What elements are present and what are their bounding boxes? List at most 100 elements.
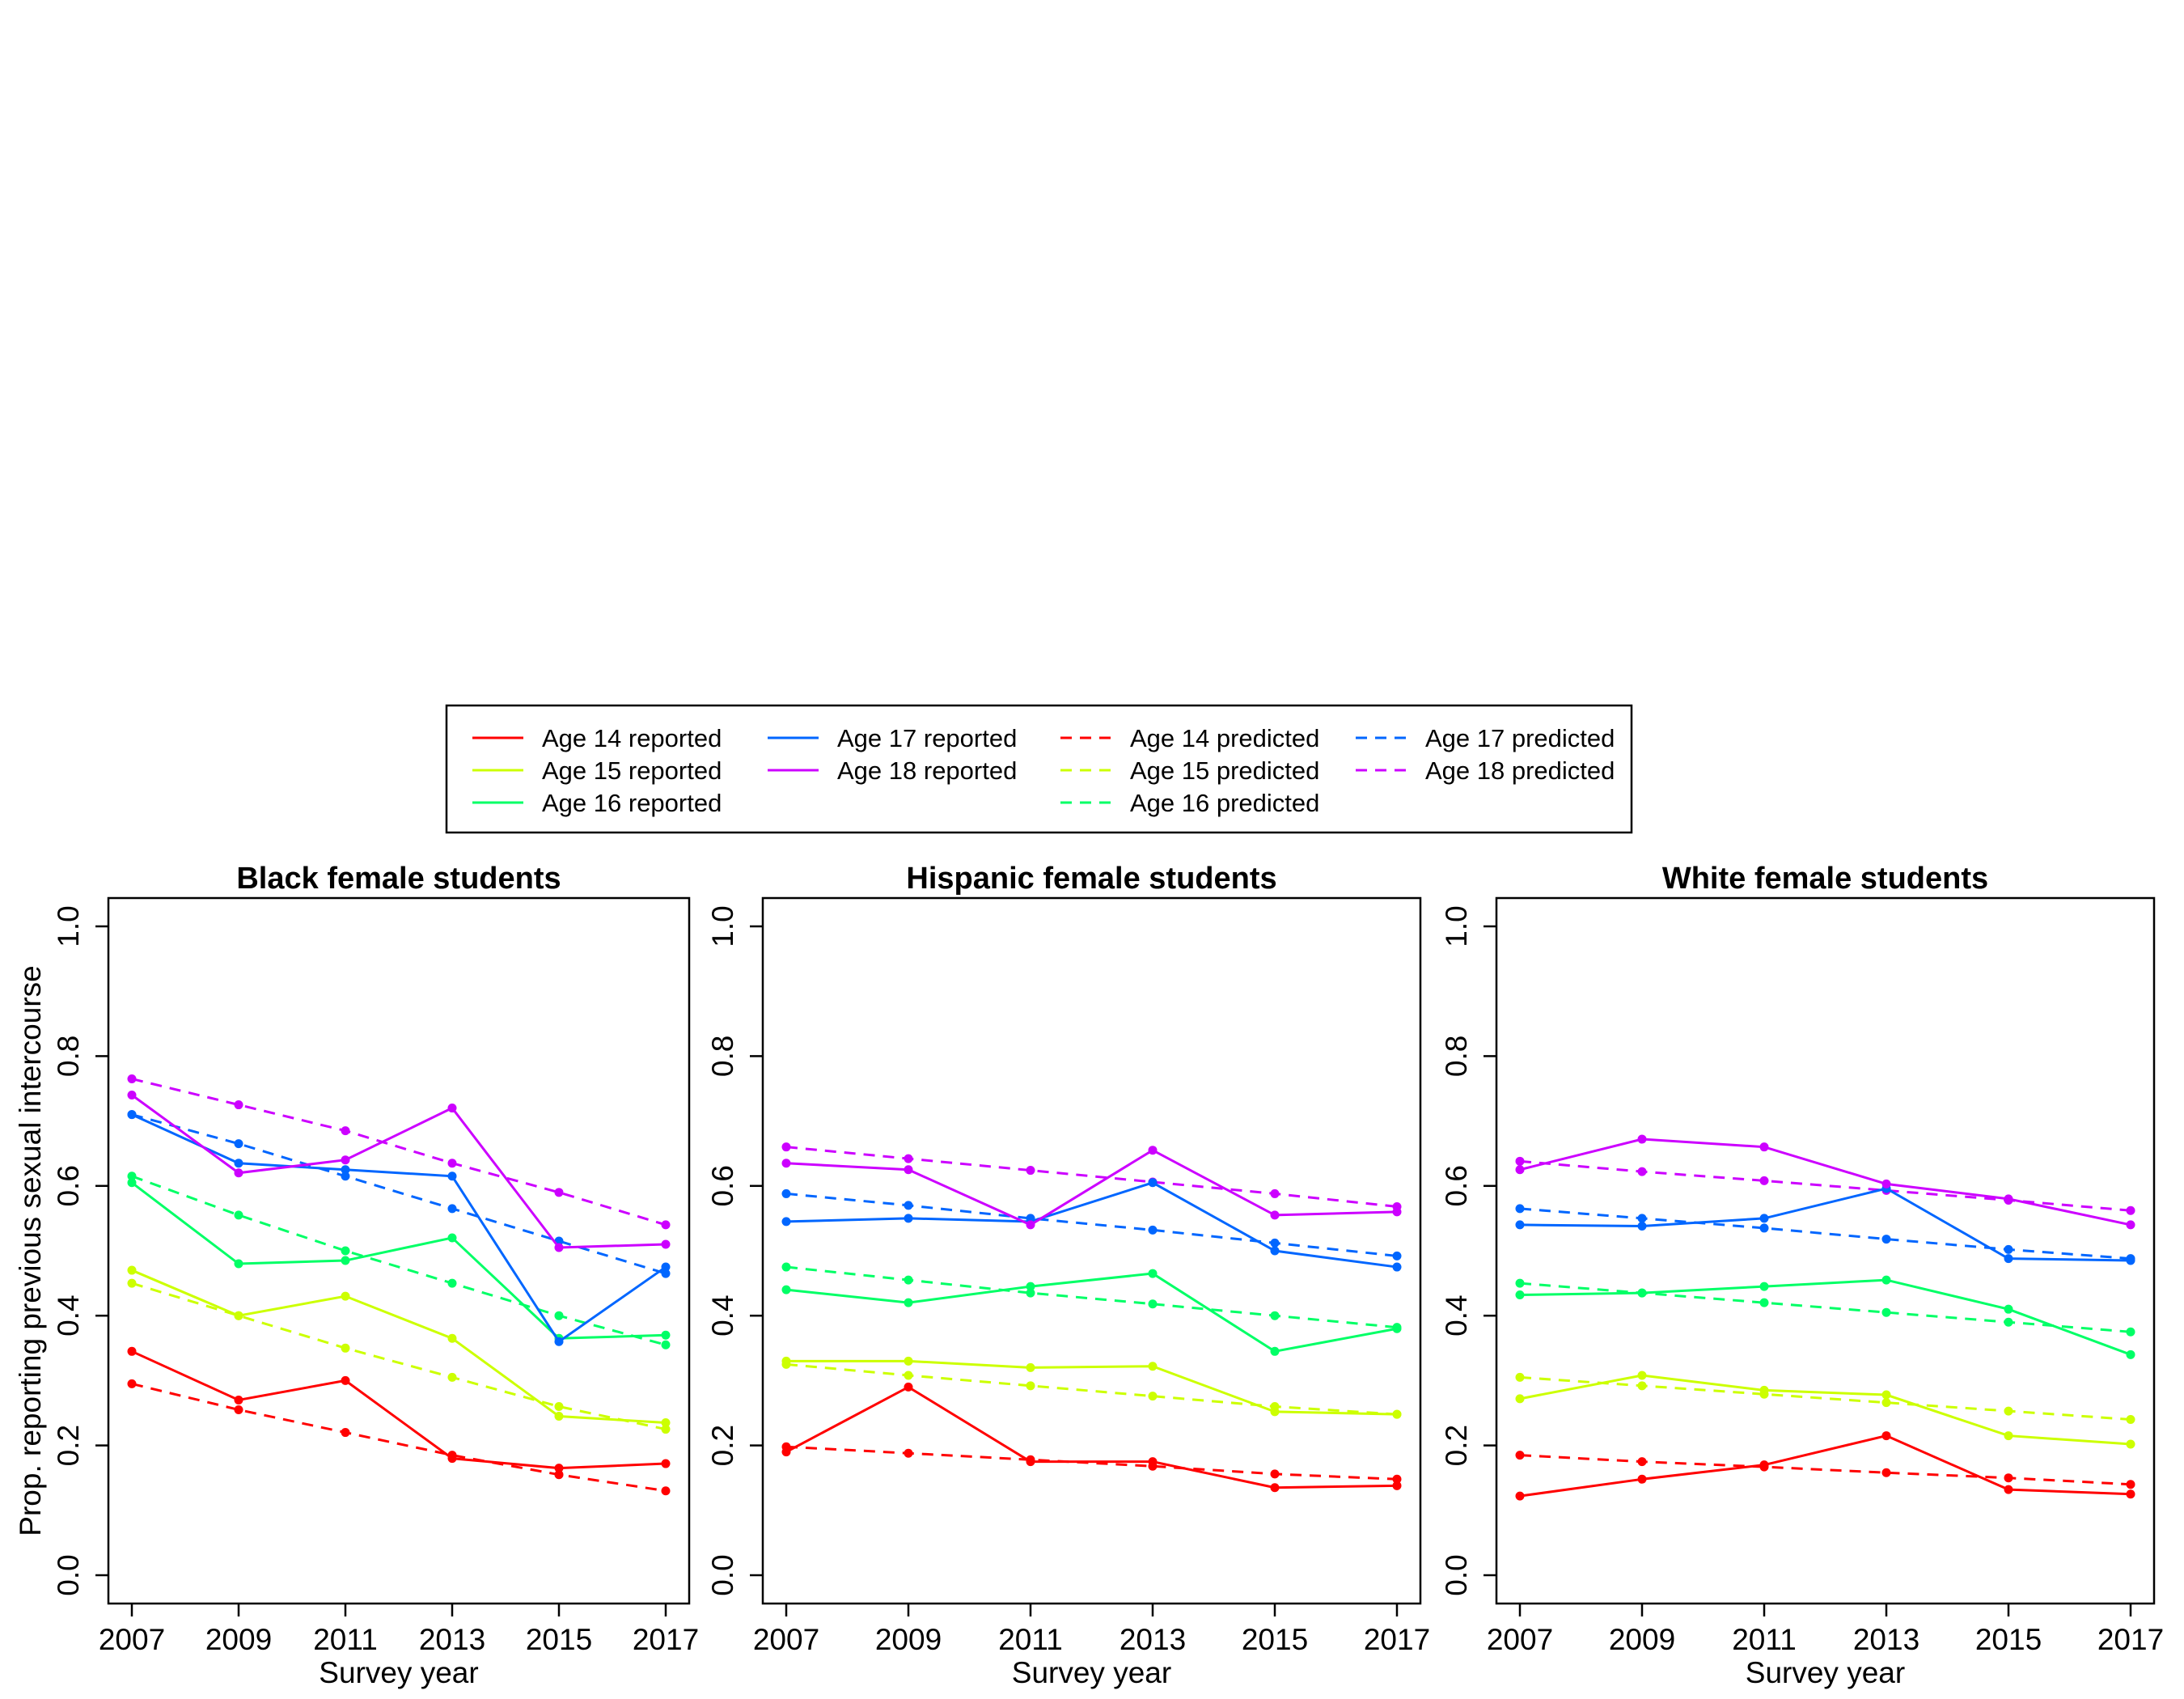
data-point: [904, 1165, 913, 1175]
data-point: [904, 1201, 913, 1210]
series-line: [785, 1385, 1398, 1489]
data-point: [127, 1091, 137, 1100]
data-point: [661, 1340, 671, 1349]
x-tick-label: 2017: [633, 1623, 699, 1656]
data-point: [1515, 1491, 1525, 1501]
data-point: [234, 1159, 243, 1168]
data-point: [1270, 1346, 1280, 1356]
data-point: [127, 1265, 137, 1275]
data-point: [661, 1418, 671, 1428]
legend-label: Age 16 predicted: [1130, 789, 1319, 817]
data-point: [2126, 1349, 2135, 1359]
series-line: [1519, 1159, 2131, 1212]
legend-frame: [445, 704, 1633, 834]
legend-entry: Age 16 predicted: [1060, 789, 1319, 817]
series-line: [131, 1181, 667, 1340]
y-tick-label: 0.4: [52, 1294, 85, 1336]
data-point: [1881, 1431, 1891, 1441]
data-point: [1270, 1246, 1280, 1256]
data-point: [1148, 1299, 1158, 1309]
y-tick-label: 0.6: [52, 1165, 85, 1206]
x-tick-label: 2009: [205, 1623, 272, 1656]
data-point: [447, 1104, 457, 1113]
x-tick-label: 2007: [99, 1623, 165, 1656]
data-point: [661, 1220, 671, 1230]
series-line: [131, 1113, 667, 1275]
y-tick-label: 0.2: [52, 1425, 85, 1466]
data-point: [2004, 1473, 2013, 1483]
y-tick-label: 1.0: [52, 905, 85, 947]
data-point: [1759, 1298, 1769, 1307]
data-point: [781, 1159, 791, 1168]
data-point: [781, 1262, 791, 1272]
data-point: [447, 1454, 457, 1464]
data-point: [1881, 1468, 1891, 1477]
series-age-16-predicted: [127, 1172, 671, 1349]
data-point: [2126, 1415, 2135, 1425]
data-point: [1026, 1166, 1035, 1176]
y-tick-label: 1.0: [706, 905, 739, 947]
legend-entry: Age 18 reported: [768, 756, 1017, 785]
series-age-14-predicted: [1515, 1451, 2135, 1489]
data-point: [1759, 1142, 1769, 1152]
series-age-15-reported: [127, 1265, 671, 1428]
data-point: [127, 1278, 137, 1288]
series-line: [1519, 1374, 2131, 1446]
series-age-16-reported: [1515, 1275, 2135, 1359]
data-point: [2004, 1485, 2013, 1494]
data-point: [234, 1311, 243, 1320]
data-point: [1026, 1457, 1035, 1467]
x-tick-label: 2007: [1487, 1623, 1553, 1656]
series-line: [131, 1113, 667, 1344]
data-point: [554, 1412, 564, 1421]
data-point: [2126, 1205, 2135, 1215]
data-point: [661, 1486, 671, 1496]
data-point: [447, 1159, 457, 1168]
data-point: [127, 1172, 137, 1181]
series-line: [1519, 1434, 2131, 1498]
series-age-15-predicted: [1515, 1372, 2135, 1425]
series-age-16-predicted: [781, 1262, 1402, 1333]
series-age-18-predicted: [781, 1142, 1402, 1211]
series-age-14-predicted: [781, 1442, 1402, 1484]
series-age-17-predicted: [1515, 1204, 2135, 1264]
data-point: [554, 1311, 564, 1320]
legend-label: Age 14 predicted: [1130, 724, 1319, 752]
data-point: [661, 1262, 671, 1272]
data-point: [341, 1155, 350, 1165]
series-age-17-reported: [127, 1110, 671, 1346]
legend-label: Age 16 reported: [542, 789, 722, 817]
data-point: [781, 1447, 791, 1457]
series-line: [785, 1272, 1398, 1353]
series-age-14-reported: [781, 1382, 1402, 1493]
series-age-15-reported: [1515, 1371, 2135, 1449]
data-point: [1270, 1407, 1280, 1417]
legend-label: Age 14 reported: [542, 724, 722, 752]
data-point: [1270, 1238, 1280, 1248]
legend-label: Age 18 predicted: [1425, 756, 1615, 785]
data-point: [1392, 1474, 1402, 1484]
data-point: [1637, 1214, 1647, 1223]
y-tick-label: 0.0: [1440, 1554, 1473, 1595]
series-line: [131, 1175, 667, 1346]
data-point: [1270, 1311, 1280, 1320]
x-tick-label: 2009: [1609, 1623, 1675, 1656]
data-point: [1515, 1204, 1525, 1214]
data-point: [1148, 1225, 1158, 1235]
x-tick-label: 2013: [419, 1623, 485, 1656]
panel-title: White female students: [1662, 862, 1988, 896]
data-point: [1759, 1460, 1769, 1470]
series-line: [131, 1269, 667, 1425]
series-age-18-reported: [127, 1091, 671, 1252]
data-point: [2004, 1194, 2013, 1204]
panels: Black female students 2007 2009 2011 2013 201…: [14, 862, 2164, 1689]
data-point: [1026, 1288, 1035, 1298]
data-point: [341, 1165, 350, 1175]
data-point: [1515, 1451, 1525, 1460]
data-point: [1515, 1220, 1525, 1230]
data-point: [1637, 1381, 1647, 1391]
series-age-14-predicted: [127, 1379, 671, 1496]
legend-entry: Age 14 predicted: [1060, 724, 1319, 752]
data-point: [2004, 1244, 2013, 1254]
data-point: [1148, 1362, 1158, 1371]
